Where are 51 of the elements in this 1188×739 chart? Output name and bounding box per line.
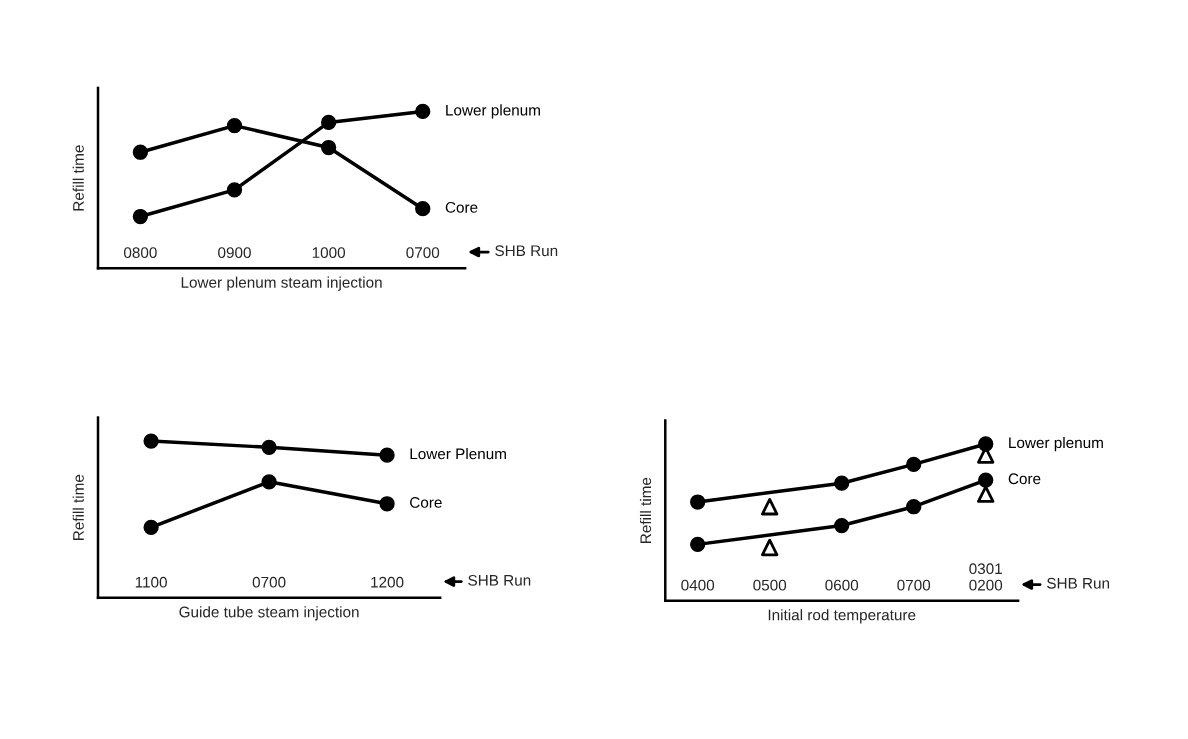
point [690,494,706,510]
x-tick-label: 0500 [753,579,787,591]
point [834,517,850,534]
x-axis-title: Lower plenum steam injection [181,276,382,291]
series-label: Lower plenum [446,104,540,119]
point [143,433,159,449]
x-tick-label: 0800 [123,247,157,259]
series-label: Lower plenum [1009,436,1103,452]
x-tick-label: 0301 0200 [969,563,1003,591]
point [906,456,922,473]
x-tick-label: 0600 [825,579,859,591]
x-axis-title: Guide tube steam injection [179,606,359,621]
x-tick-label: 1000 [312,247,346,259]
point [379,496,395,512]
text: SHB Run [495,245,558,257]
y-axis-title: Refill time [639,477,652,543]
x-tick-label: 0900 [218,247,251,259]
point [226,117,243,134]
x-tick-label: 0700 [406,247,440,259]
series-label: Core [1008,473,1041,485]
point [132,144,149,160]
point [226,182,243,198]
point [906,499,922,515]
text: SHB Run [1047,577,1110,589]
x-axis-title: Initial rod temperature [768,609,916,624]
point [761,538,779,557]
x-tick-label: 1200 [371,576,404,588]
point [690,536,706,552]
point [261,474,277,490]
point [834,475,850,491]
y-axis-title: Refill time [72,474,84,540]
x-tick-label: 0700 [252,576,286,588]
x-tick-label: 1100 [135,576,167,588]
point [132,208,149,225]
point [761,498,779,516]
series-label: Core [410,497,442,508]
text: SHB Run [468,574,531,586]
series-label: Core [445,201,478,213]
point [978,472,994,488]
point [415,201,431,217]
point [320,139,337,156]
series-label: Lower Plenum [410,448,506,460]
x-tick-label: 0400 [681,579,715,591]
y-axis-title: Refill time [72,145,84,211]
x-tick-label: 0700 [897,579,931,591]
point [143,519,159,535]
point [977,485,995,503]
point [261,439,277,455]
point [415,103,431,120]
point [379,447,395,463]
point [320,114,337,131]
